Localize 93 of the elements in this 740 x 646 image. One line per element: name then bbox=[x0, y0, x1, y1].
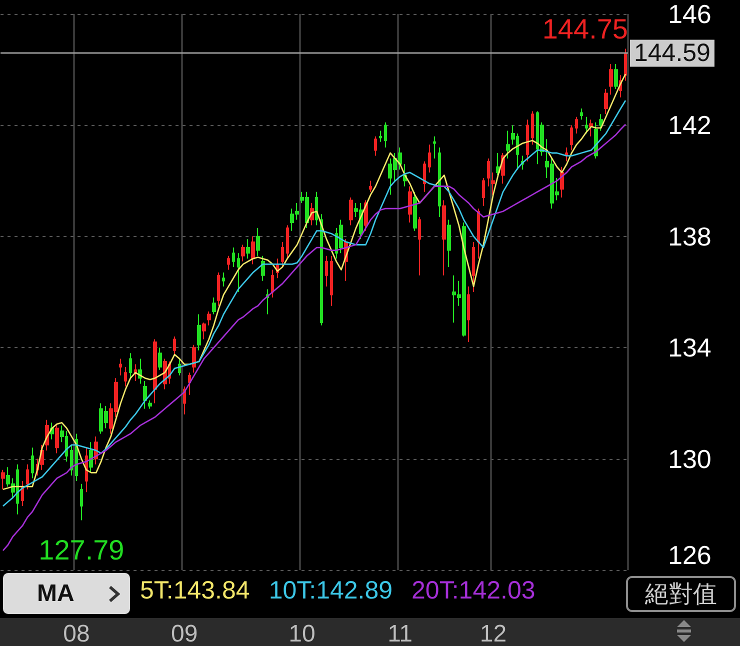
candlestick bbox=[447, 219, 451, 268]
text: 20T:142.03 bbox=[412, 576, 536, 604]
candlestick bbox=[134, 364, 137, 382]
candlestick bbox=[467, 286, 470, 343]
candlestick bbox=[599, 114, 603, 132]
candlestick bbox=[477, 208, 480, 260]
candlestick bbox=[158, 347, 162, 370]
candlestick bbox=[212, 297, 216, 315]
candlestick bbox=[119, 358, 122, 376]
candlestick bbox=[55, 424, 59, 454]
candlestick bbox=[585, 116, 588, 134]
candlestick bbox=[271, 269, 274, 298]
y-tick-label: 138 bbox=[668, 221, 712, 252]
candlestick bbox=[227, 255, 230, 270]
text: 10T:142.89 bbox=[268, 576, 393, 604]
y-tick-label: 146 bbox=[668, 0, 712, 29]
y-tick-label: 130 bbox=[668, 444, 712, 474]
x-tick-label: 11 bbox=[388, 620, 413, 646]
candlestick bbox=[604, 88, 608, 115]
candlestick bbox=[153, 338, 157, 404]
candlestick bbox=[482, 178, 485, 206]
candlestick bbox=[575, 116, 578, 134]
candlestick bbox=[281, 241, 284, 268]
candlestick bbox=[624, 48, 627, 82]
candlestick bbox=[496, 152, 500, 176]
candlestick bbox=[408, 186, 412, 223]
candlestick bbox=[197, 314, 201, 351]
candlestick bbox=[31, 447, 34, 479]
candlestick bbox=[26, 464, 29, 490]
x-tick-label: 09 bbox=[171, 620, 198, 646]
candlestick bbox=[531, 110, 534, 146]
candlestick bbox=[614, 64, 618, 90]
ref-line-label: 144.59 bbox=[634, 39, 710, 68]
candlestick bbox=[472, 241, 475, 292]
candlestick bbox=[1, 469, 5, 490]
candlestick bbox=[232, 247, 235, 268]
annotation: 144.75 bbox=[542, 13, 628, 44]
candlestick bbox=[80, 483, 83, 521]
text: 絕對值 bbox=[626, 576, 736, 612]
text: 5T:143.84 bbox=[140, 576, 250, 604]
candlestick bbox=[506, 130, 510, 160]
candlestick bbox=[438, 146, 441, 218]
candlestick bbox=[246, 238, 250, 260]
candlestick bbox=[589, 119, 593, 137]
candlestick bbox=[261, 255, 265, 282]
candlestick bbox=[384, 122, 387, 148]
candlestick bbox=[256, 228, 260, 256]
candlestick bbox=[124, 366, 127, 388]
candlestick bbox=[442, 200, 446, 276]
candlestick bbox=[315, 191, 318, 226]
annotation: 127.79 bbox=[38, 534, 124, 566]
candlestick bbox=[369, 180, 372, 192]
candlestick bbox=[173, 336, 176, 356]
candlestick bbox=[286, 224, 289, 260]
candlestick bbox=[487, 158, 490, 187]
candlestick bbox=[129, 352, 132, 379]
candlestick bbox=[609, 64, 613, 96]
x-tick-label: 08 bbox=[63, 620, 90, 646]
candlestick bbox=[428, 144, 431, 173]
candlestick bbox=[325, 255, 328, 287]
y-tick-label: 142 bbox=[668, 110, 712, 140]
candlestick bbox=[374, 136, 377, 156]
y-tick-label: 126 bbox=[668, 540, 712, 570]
x-tick-label: 10 bbox=[288, 620, 316, 646]
candlestick bbox=[580, 108, 583, 120]
candlestick bbox=[349, 196, 353, 226]
candlestick bbox=[222, 272, 225, 287]
candlestick bbox=[413, 191, 417, 232]
candlestick bbox=[70, 444, 73, 476]
candlestick bbox=[143, 380, 147, 410]
candlestick bbox=[207, 310, 211, 326]
candlestick bbox=[379, 130, 382, 142]
candlestick bbox=[148, 400, 152, 410]
candlestick bbox=[491, 172, 495, 196]
candlestick bbox=[570, 124, 573, 151]
text: MA bbox=[37, 580, 74, 608]
candlestick bbox=[330, 255, 333, 306]
candlestick bbox=[192, 344, 196, 374]
candlestick bbox=[241, 244, 245, 262]
candlestick bbox=[237, 252, 240, 292]
candlestick bbox=[217, 272, 220, 306]
candlestick bbox=[89, 442, 93, 474]
candlestick bbox=[423, 160, 426, 192]
candlestick bbox=[251, 236, 255, 265]
candlestick bbox=[526, 119, 529, 162]
candlestick bbox=[433, 136, 436, 160]
candlestick bbox=[188, 372, 191, 396]
y-tick-label: 134 bbox=[668, 332, 712, 363]
candlestick bbox=[560, 166, 564, 198]
x-tick-label: 12 bbox=[480, 620, 507, 646]
candlestick bbox=[418, 216, 421, 276]
candlestick bbox=[320, 214, 323, 326]
candlestick bbox=[202, 322, 206, 340]
